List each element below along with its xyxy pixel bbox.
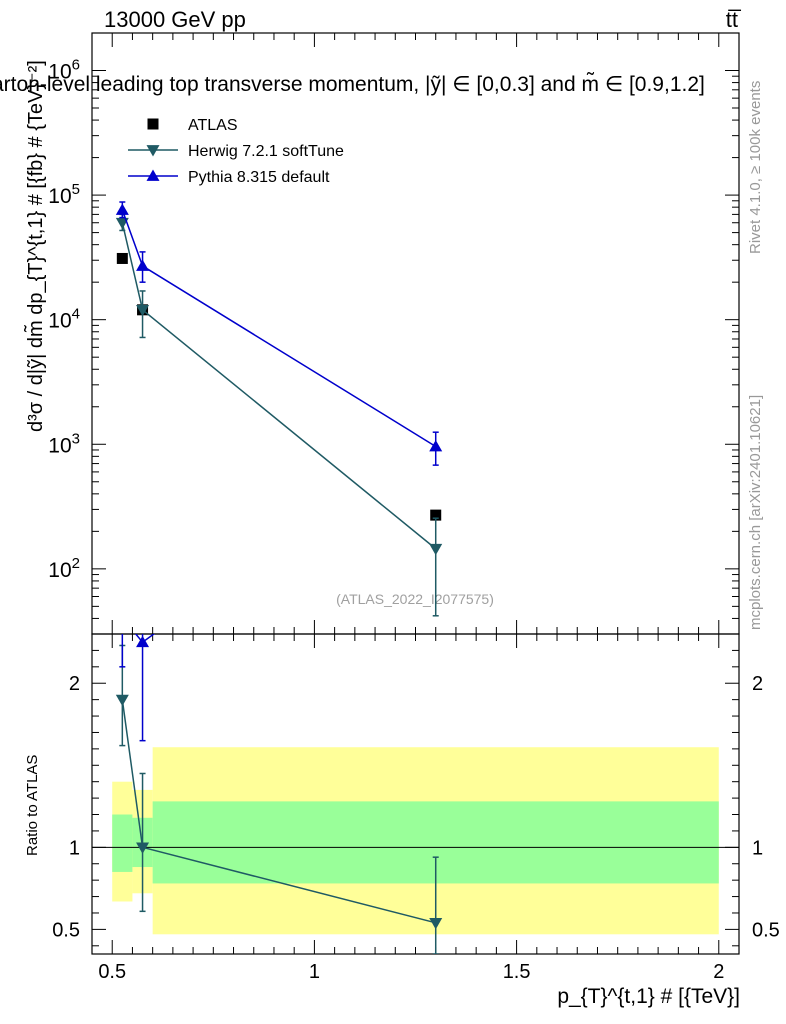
- legend-herwig-marker: [146, 145, 160, 157]
- ratio-y-tick-label-right: 1: [752, 837, 763, 859]
- x-tick-label: 1.5: [503, 961, 531, 983]
- herwig-point: [429, 543, 443, 556]
- main-y-tick-label: 104: [48, 306, 80, 333]
- header-energy-label: 13000 GeV pp: [104, 7, 246, 32]
- main-plot-data: [115, 201, 443, 617]
- pythia-ratio-line: [134, 634, 156, 644]
- x-tick-label: 0.5: [98, 961, 126, 983]
- legend-pythia-marker: [146, 169, 160, 181]
- legend-atlas-label: ATLAS: [188, 117, 238, 134]
- main-y-tick-label: 102: [48, 555, 80, 582]
- legend: ATLAS Herwig 7.2.1 softTune Pythia 8.315 d…: [128, 117, 344, 186]
- main-y-tick-labels: 102 103 104 105 106: [48, 57, 80, 582]
- legend-herwig-label: Herwig 7.2.1 softTune: [188, 143, 344, 160]
- pythia-ratio-point: [116, 611, 129, 622]
- chart-title: Parton-level leading top transverse mome…: [0, 73, 705, 96]
- ratio-y-tick-label: 0.5: [52, 919, 80, 941]
- header-process-label: tt̅: [726, 7, 742, 32]
- ratio-y-tick-label: 2: [69, 673, 80, 695]
- herwig-ratio-point: [429, 917, 443, 930]
- atlas-point: [430, 509, 442, 521]
- herwig-point: [136, 304, 150, 317]
- main-y-axis-ticks: [92, 32, 739, 635]
- rivet-version-label: Rivet 4.1.0, ≥ 100k events: [747, 81, 764, 254]
- ratio-y-tick-label-right: 0.5: [752, 919, 780, 941]
- main-y-tick-label: 105: [48, 181, 80, 208]
- pythia-point: [136, 259, 150, 271]
- pythia-ratio-point: [136, 635, 150, 648]
- legend-pythia-label: Pythia 8.315 default: [188, 169, 330, 186]
- x-tick-label: 2: [713, 961, 724, 983]
- main-y-tick-label: 103: [48, 430, 80, 457]
- ratio-plot-data: [115, 611, 443, 954]
- pythia-point: [429, 439, 443, 452]
- ratio-y-tick-label: 1: [69, 837, 80, 859]
- herwig-line: [121, 222, 437, 550]
- pythia-line: [121, 209, 437, 448]
- analysis-watermark: (ATLAS_2022_I2077575): [336, 591, 494, 607]
- mcplots-label: mcplots.cern.ch [arXiv:2401.10621]: [747, 395, 764, 630]
- legend-atlas-marker: [147, 118, 159, 130]
- ratio-tick-labels: 0.5 0.5 1 1 2 2 0.5 1 1.5 2: [52, 673, 780, 983]
- herwig-ratio-point: [115, 694, 129, 707]
- ratio-y-tick-label-right: 2: [752, 673, 763, 695]
- herwig-ratio-point: [136, 842, 150, 854]
- x-tick-label: 1: [309, 961, 320, 983]
- ratio-uncertainty-bands: [112, 747, 719, 935]
- x-axis-label: p_{T}^{t,1} # [{TeV}]: [557, 985, 740, 1008]
- pythia-point: [115, 203, 129, 215]
- ratio-band-green: [112, 814, 133, 872]
- main-y-axis-label: d³σ / d|ỹ| dm̃ dp_{T}^{t,1} # [{fb} # {…: [24, 60, 47, 432]
- main-y-tick-label: 106: [48, 57, 80, 84]
- ratio-y-axis-label: Ratio to ATLAS: [24, 755, 41, 856]
- atlas-point: [116, 252, 128, 264]
